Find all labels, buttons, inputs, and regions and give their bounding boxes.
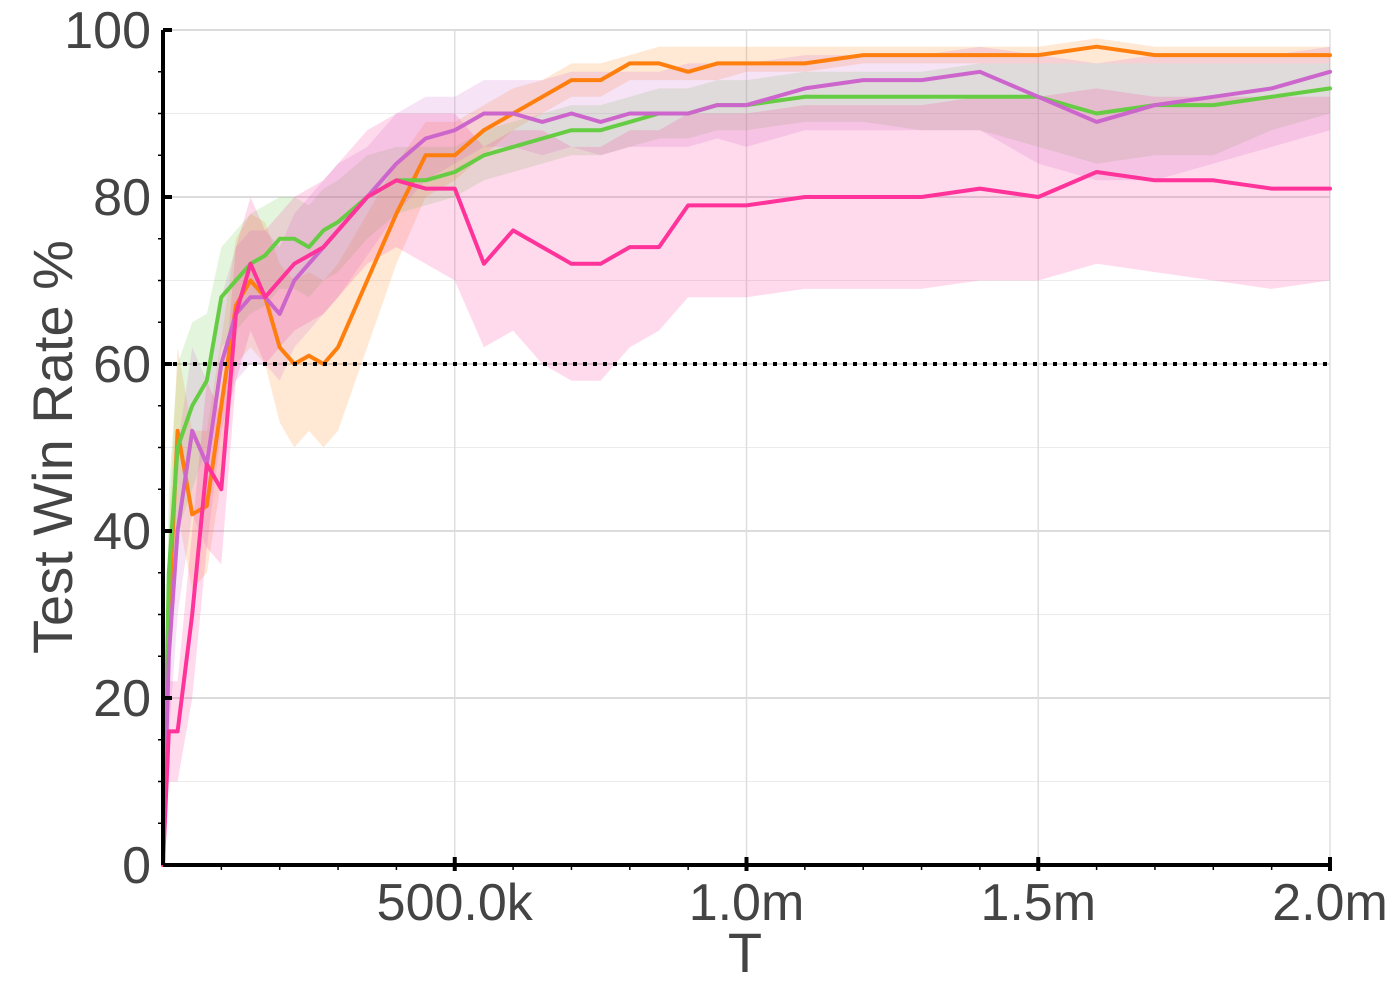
x-tick-label: 500.0k: [377, 874, 534, 932]
series-band-3: [163, 46, 1330, 865]
x-tick-label: 1.0m: [689, 874, 805, 932]
series-lines: [161, 44, 1332, 867]
axes: [158, 28, 1332, 871]
y-tick-label: 80: [93, 169, 151, 227]
series-line-2: [161, 86, 1332, 867]
y-tick-label: 20: [93, 670, 151, 728]
x-tick-label: 2.0m: [1272, 874, 1388, 932]
series-line-4: [161, 170, 1332, 867]
y-tick-label: 100: [64, 2, 151, 60]
y-tick-label: 60: [93, 336, 151, 394]
confidence-bands: [163, 38, 1330, 865]
y-tick-label: 40: [93, 503, 151, 561]
axis-labels: T Test Win Rate % 0 20 40 60 80 100 500.0k 1.0m…: [21, 2, 1388, 984]
x-tick-label: 1.5m: [980, 874, 1096, 932]
y-axis-title: Test Win Rate %: [21, 240, 84, 654]
x-axis-title: T: [728, 921, 762, 984]
y-tick-label: 0: [122, 837, 151, 895]
series-band-4: [163, 88, 1330, 865]
series-band-2: [163, 63, 1330, 865]
